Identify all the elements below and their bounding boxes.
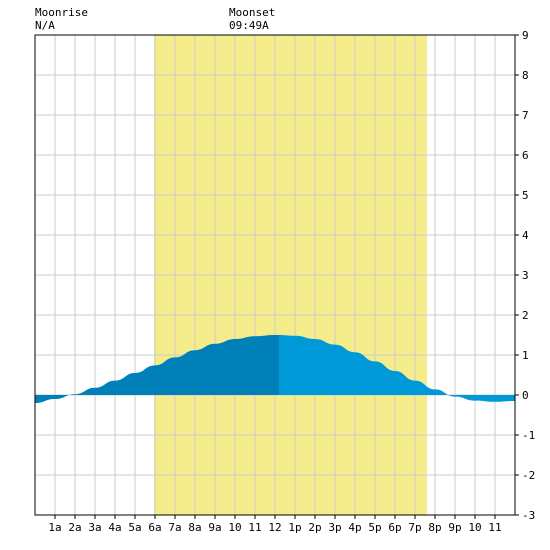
x-tick-label: 11 — [248, 521, 261, 534]
x-tick-label: 12 — [268, 521, 281, 534]
tide-area-after-high — [279, 335, 515, 402]
y-tick-label: 4 — [522, 229, 529, 242]
y-tick-label: 1 — [522, 349, 529, 362]
y-tick-label: -3 — [522, 509, 535, 522]
x-tick-label: 10 — [228, 521, 241, 534]
x-tick-label: 2p — [308, 521, 321, 534]
y-tick-label: -1 — [522, 429, 535, 442]
x-tick-label: 6a — [148, 521, 161, 534]
y-tick-label: -2 — [522, 469, 535, 482]
y-tick-label: 3 — [522, 269, 529, 282]
x-tick-label: 11 — [488, 521, 501, 534]
chart-grid — [35, 35, 515, 515]
x-tick-label: 9a — [208, 521, 221, 534]
x-tick-label: 4a — [108, 521, 121, 534]
y-tick-label: 8 — [522, 69, 529, 82]
x-tick-label: 3a — [88, 521, 101, 534]
x-tick-label: 1a — [48, 521, 61, 534]
x-tick-label: 1p — [288, 521, 301, 534]
y-axis-ticks: -3 -2 -1 0 1 2 3 4 5 6 7 8 9 — [515, 29, 535, 522]
y-tick-label: 2 — [522, 309, 529, 322]
x-tick-label: 8p — [428, 521, 441, 534]
x-tick-label: 6p — [388, 521, 401, 534]
y-tick-label: 6 — [522, 149, 529, 162]
x-tick-label: 5a — [128, 521, 141, 534]
x-tick-label: 2a — [68, 521, 81, 534]
y-tick-label: 5 — [522, 189, 529, 202]
x-tick-label: 8a — [188, 521, 201, 534]
x-tick-label: 7p — [408, 521, 421, 534]
moonrise-label: Moonrise — [35, 6, 88, 19]
x-tick-label: 10 — [468, 521, 481, 534]
moonrise-value: N/A — [35, 19, 55, 32]
x-tick-label: 4p — [348, 521, 361, 534]
y-tick-label: 7 — [522, 109, 529, 122]
x-axis-ticks: 1a 2a 3a 4a 5a 6a 7a 8a 9a 10 11 12 1p 2p 3p 4p 5p 6p 7p 8p… — [48, 515, 502, 534]
moonset-label: Moonset — [229, 6, 276, 19]
y-tick-label: 9 — [522, 29, 529, 42]
x-tick-label: 9p — [448, 521, 461, 534]
y-tick-label: 0 — [522, 389, 529, 402]
x-tick-label: 3p — [328, 521, 341, 534]
x-tick-label: 7a — [168, 521, 181, 534]
moonset-value: 09:49A — [229, 19, 269, 32]
tide-area-before-high — [35, 335, 279, 403]
x-tick-label: 5p — [368, 521, 381, 534]
